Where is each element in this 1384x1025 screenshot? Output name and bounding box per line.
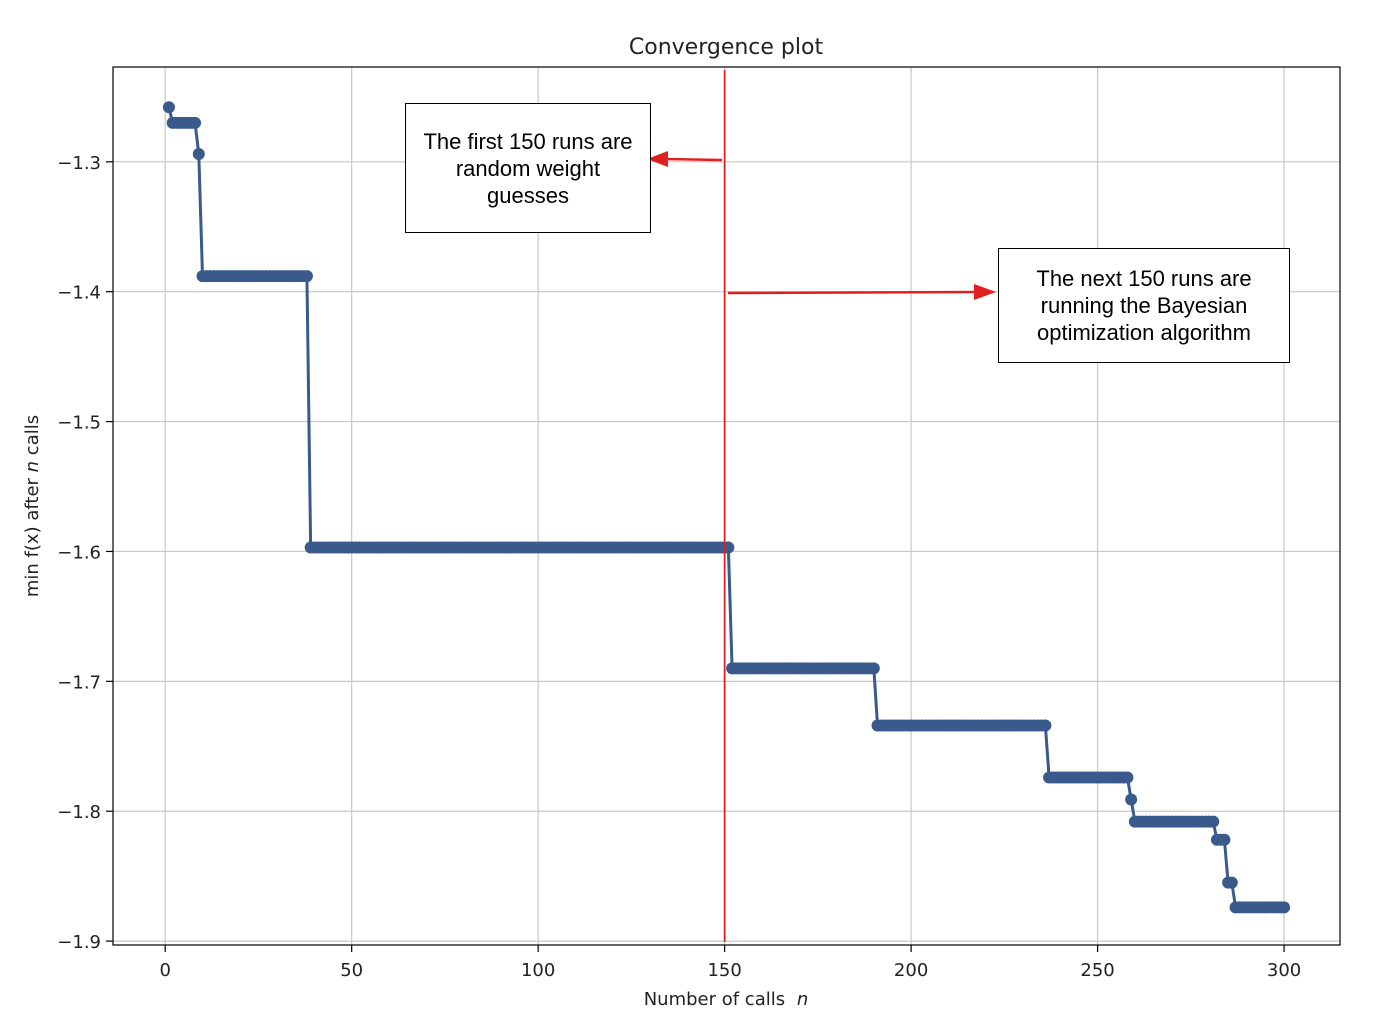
data-point (1039, 719, 1052, 732)
chart-title: Convergence plot (629, 35, 824, 60)
series-convergence (162, 101, 1291, 914)
data-point (189, 116, 202, 129)
arrow-right-shaft (727, 290, 976, 295)
data-point (1207, 815, 1220, 828)
data-point (1278, 901, 1291, 914)
data-point (192, 148, 205, 161)
annotation-random-runs: The first 150 runs are random weight gue… (405, 103, 651, 233)
series-line (167, 106, 1285, 909)
arrow-right-head (974, 284, 996, 300)
data-point (867, 662, 880, 675)
x-axis-label-n: n (797, 989, 808, 1010)
x-tick-label: 50 (340, 960, 363, 981)
y-axis-label: min f(x) after n calls (22, 415, 43, 597)
annotation-right-line-2: running the Bayesian (1040, 293, 1248, 318)
y-tick-label: −1.3 (57, 153, 101, 174)
annotation-right-line-1: The next 150 runs are (1036, 266, 1252, 291)
annotation-right-line-3: optimization algorithm (1037, 320, 1251, 345)
x-axis-label-text: Number of calls (644, 989, 785, 1010)
y-axis-label-n: n (22, 461, 43, 472)
x-tick-label: 300 (1267, 960, 1301, 981)
data-point (1218, 833, 1231, 846)
y-tick-label: −1.7 (57, 672, 101, 693)
data-point (1225, 876, 1238, 889)
data-point (162, 101, 175, 114)
y-axis-label-fx: f(x) (22, 526, 43, 557)
arrow-left-head (647, 151, 668, 167)
y-tick-label: −1.8 (57, 802, 101, 823)
annotation-left-line-3: guesses (487, 182, 569, 208)
data-point (1121, 771, 1134, 784)
arrow-left-shaft (663, 157, 723, 162)
y-axis-label-min: min (22, 563, 43, 597)
axis-ticks: 0 50 100 150 200 250 300 −1.3 −1.4 −1.5 −1.6 −1.7 −1… (57, 153, 1301, 981)
x-tick-label: 150 (707, 960, 741, 981)
x-tick-label: 200 (894, 960, 928, 981)
annotation-bayesian-runs: The next 150 runs are running the Bayesi… (998, 248, 1290, 363)
x-tick-label: 0 (159, 960, 170, 981)
x-axis-label: Number of calls n (644, 989, 809, 1010)
annotation-arrows (647, 151, 996, 300)
y-axis-label-calls: calls (22, 415, 43, 455)
y-tick-label: −1.9 (57, 932, 101, 953)
y-axis-label-after: after (22, 472, 43, 520)
y-tick-label: −1.6 (57, 542, 101, 563)
x-tick-label: 100 (521, 960, 555, 981)
annotation-left-line-1: The first 150 runs are (423, 128, 633, 154)
annotation-left-line-2: random weight (455, 155, 601, 181)
y-tick-label: −1.4 (57, 283, 101, 304)
y-tick-label: −1.5 (57, 413, 101, 434)
data-point (300, 270, 313, 283)
data-point (1125, 793, 1138, 806)
plot-frame (112, 66, 1341, 946)
grid-lines (113, 67, 1340, 945)
x-tick-label: 250 (1080, 960, 1114, 981)
